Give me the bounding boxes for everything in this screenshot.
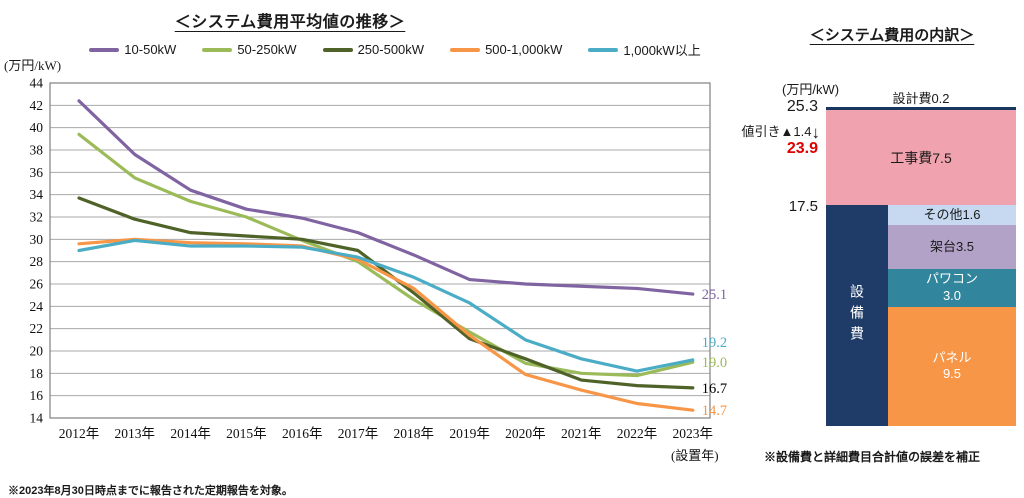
- y-tick-label: 40: [30, 120, 44, 135]
- legend-item-50-250kW: 50-250kW: [202, 42, 297, 57]
- x-tick-label: 2021年: [561, 426, 602, 441]
- y-tick-label: 24: [30, 299, 44, 314]
- line-chart-plot: 14 16 18 20 22 24 26 28 30 32 34 36 38 40 42 44 2012年 201…: [30, 76, 728, 464]
- y-tick-label: 20: [30, 344, 44, 359]
- component-segment-その他: その他1.6: [888, 205, 1016, 225]
- y-tick-label: 36: [30, 165, 44, 180]
- legend-label: 50-250kW: [237, 42, 297, 57]
- bar-chart-title: ＜システム費用の内訳＞: [809, 27, 975, 44]
- y-axis-unit-label: (万円/kW): [4, 58, 62, 73]
- line-chart-legend: 10-50kW 50-250kW 250-500kW 500-1,000kW 1,000…: [70, 40, 720, 59]
- construction-cost-segment: 工事費7.5: [826, 110, 1016, 205]
- series-line-1,000kW以上: [77, 238, 695, 373]
- x-tick-label: 2020年: [505, 426, 546, 441]
- y-tick-label: 30: [30, 232, 44, 247]
- y-tick-label: 22: [30, 321, 44, 336]
- y-tick-label: 14: [30, 411, 44, 426]
- y-tick-label: 26: [30, 277, 44, 292]
- net-cost-value: 23.9: [786, 140, 818, 157]
- bar-chart-panel: ＜システム費用の内訳＞ (万円/kW) 設計費0.2 25.3 値引き▲1.4↓…: [742, 0, 1024, 498]
- bar-total-value: 25.3: [786, 98, 818, 115]
- series-line-250-500kW: [77, 196, 695, 390]
- x-tick-label: 2019年: [449, 426, 490, 441]
- down-arrow-icon: ↓: [811, 123, 821, 142]
- y-tick-label: 44: [30, 76, 44, 91]
- legend-label: 250-500kW: [357, 42, 425, 57]
- y-tick-label: 38: [30, 143, 44, 158]
- y-tick-label: 16: [30, 388, 44, 403]
- legend-item-500-1,000kW: 500-1,000kW: [450, 42, 562, 57]
- legend-swatch-icon: [202, 47, 233, 52]
- end-label-10-50kW: 25.1: [702, 287, 727, 303]
- x-tick-label: 2015年: [226, 426, 267, 441]
- y-tick-label: 18: [30, 366, 44, 381]
- legend-item-10-50kW: 10-50kW: [89, 42, 176, 57]
- component-value: 9.5: [942, 366, 962, 382]
- y-tick-label: 34: [30, 187, 44, 202]
- legend-swatch-icon: [89, 47, 120, 52]
- legend-label: 1,000kW以上: [623, 43, 701, 58]
- legend-swatch-icon: [322, 47, 353, 52]
- x-tick-label: 2022年: [617, 426, 658, 441]
- x-tick-label: 2017年: [338, 426, 379, 441]
- bar-chart-footnote: ※設備費と詳細費目合計値の誤差を補正: [764, 450, 981, 464]
- component-label: 架台3.5: [929, 238, 975, 254]
- component-label: パワコン: [925, 271, 978, 287]
- bar-unit-label: (万円/kW): [782, 82, 840, 97]
- legend-label: 10-50kW: [124, 42, 177, 57]
- end-label-1,000kW以上: 19.2: [702, 335, 727, 351]
- discount-annotation: 値引き▲1.4↓: [728, 121, 820, 143]
- line-chart-footnote: ※2023年8月30日時点までに報告された定期報告を対象。: [8, 485, 293, 497]
- equipment-total-value: 17.5: [788, 198, 818, 215]
- equipment-cost-segment: 設備費: [826, 205, 888, 426]
- legend-swatch-icon: [450, 47, 481, 52]
- y-tick-label: 28: [30, 254, 44, 269]
- component-label: パネル: [932, 350, 972, 365]
- component-segment-パネル: パネル 9.5: [888, 306, 1016, 426]
- x-tick-label: 2023年: [673, 426, 714, 441]
- design-cost-segment: [826, 107, 1016, 110]
- y-tick-label: 32: [30, 210, 44, 225]
- component-segment-パワコン: パワコン 3.0: [888, 268, 1016, 307]
- equipment-components-stack: その他1.6 架台3.5 パワコン 3.0 パネル 9.5: [888, 205, 1016, 426]
- component-value: 3.0: [942, 287, 962, 303]
- x-tick-label: 2016年: [282, 426, 323, 441]
- end-label-500-1,000kW: 14.7: [702, 403, 727, 419]
- legend-label: 500-1,000kW: [485, 42, 563, 57]
- legend-item-1,000kW以上: 1,000kW以上: [588, 40, 701, 59]
- x-tick-label: 2012年: [59, 426, 100, 441]
- end-label-50-250kW: 19.0: [702, 355, 727, 371]
- x-axis-unit-label: (設置年): [671, 448, 719, 463]
- component-label: その他1.6: [923, 206, 981, 222]
- series-line-500-1,000kW: [77, 237, 695, 412]
- plot-border: [49, 82, 711, 419]
- series-line-50-250kW: [77, 132, 695, 378]
- stacked-bar: 工事費7.5 設備費 その他1.6 架台3.5 パワコン 3.0 パネル 9.5: [826, 107, 1016, 426]
- construction-cost-label: 工事費7.5: [890, 149, 952, 166]
- x-tick-label: 2018年: [394, 426, 435, 441]
- end-label-250-500kW: 16.7: [702, 381, 727, 397]
- series-line-10-50kW: [77, 99, 695, 296]
- line-chart-title: ＜システム費用平均値の推移＞: [174, 14, 406, 31]
- legend-swatch-icon: [588, 47, 619, 52]
- line-chart-panel: ＜システム費用平均値の推移＞ 10-50kW 50-250kW 250-500kW 5…: [4, 14, 728, 497]
- x-tick-label: 2014年: [170, 426, 211, 441]
- design-cost-label: 設計費0.2: [892, 91, 950, 106]
- discount-label: 値引き▲1.4: [741, 124, 812, 139]
- y-tick-label: 42: [30, 98, 44, 113]
- equipment-row: 設備費 その他1.6 架台3.5 パワコン 3.0 パネル 9.5: [826, 205, 1016, 426]
- legend-item-250-500kW: 250-500kW: [322, 42, 425, 57]
- equipment-label: 設備費: [849, 284, 865, 347]
- x-tick-label: 2013年: [115, 426, 156, 441]
- component-segment-架台: 架台3.5: [888, 224, 1016, 269]
